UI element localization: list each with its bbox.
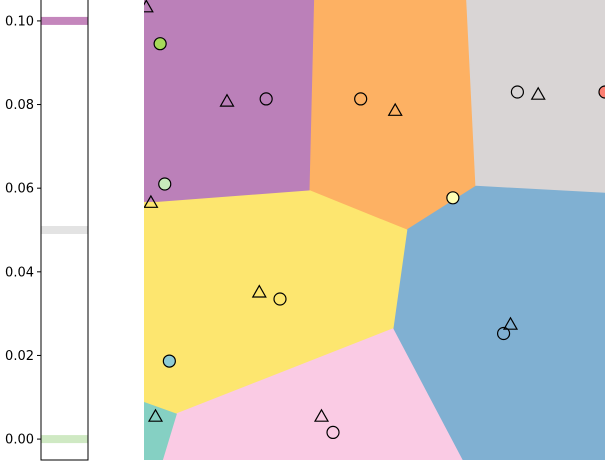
colorbar-tick-label: 0.10 [5, 14, 34, 29]
colorbar-tick-label: 0.04 [5, 265, 34, 280]
triangle-point [387, 102, 403, 116]
colorbar-bands [41, 16, 88, 444]
colorbar-frame [40, 0, 89, 461]
circle-point [446, 191, 460, 205]
triangle-point [502, 316, 519, 330]
circle-point [153, 37, 167, 51]
colorbar-band [41, 435, 88, 444]
colorbar-tick-label: 0.06 [5, 182, 34, 197]
triangle-point [147, 408, 164, 422]
circle-point [158, 177, 172, 191]
map-region [466, 0, 605, 194]
colorbar-band [41, 226, 88, 234]
circle-point [496, 326, 511, 341]
map-region [144, 0, 316, 203]
colorbar-tick-label: 0.08 [5, 98, 34, 113]
triangle-point [530, 86, 546, 100]
circle-point [326, 425, 340, 439]
voronoi-map [144, 0, 605, 460]
triangle-point [313, 408, 330, 422]
colorbar-tick-label: 0.02 [5, 349, 34, 364]
circle-point [162, 354, 176, 368]
circle-point [510, 85, 525, 99]
map-regions [144, 0, 605, 460]
triangle-point [144, 0, 154, 13]
triangle-point [144, 194, 159, 208]
circle-point [259, 92, 273, 106]
circle-point [354, 92, 368, 106]
colorbar-band [41, 16, 88, 25]
triangle-point [251, 284, 267, 298]
map-markers [144, 0, 605, 439]
colorbar: 0.00 0.02 0.04 0.06 0.08 0.10 [5, 0, 89, 461]
circle-point [598, 85, 605, 99]
colorbar-tick-label: 0.00 [5, 433, 34, 448]
triangle-point [219, 93, 235, 107]
circle-point [273, 292, 287, 306]
colorbar-ticks: 0.00 0.02 0.04 0.06 0.08 0.10 [5, 14, 41, 448]
